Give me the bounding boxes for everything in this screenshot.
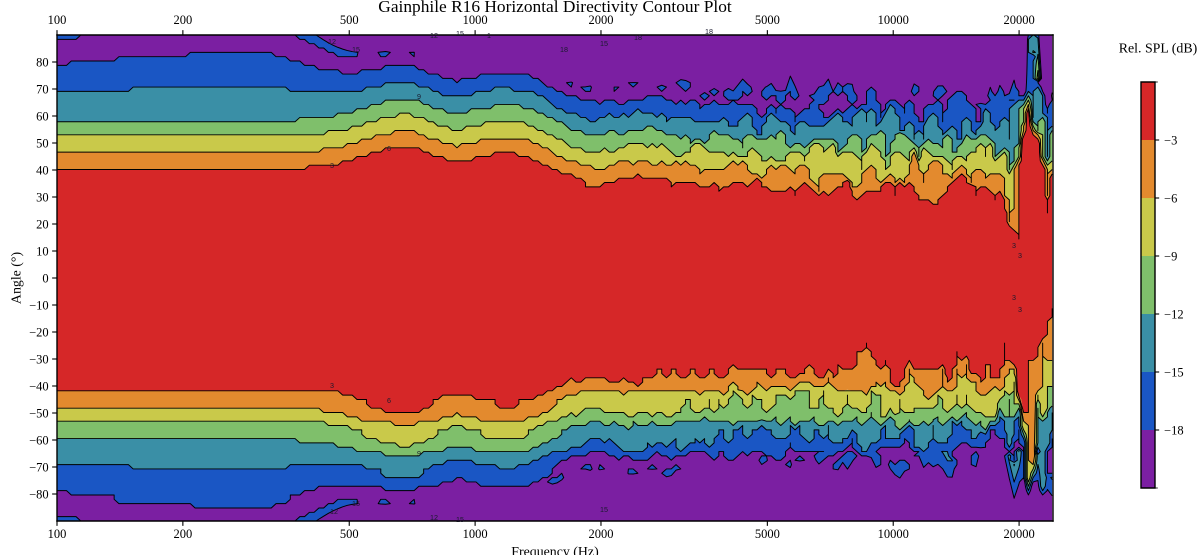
svg-text:200: 200 — [173, 13, 192, 27]
svg-text:Angle (°): Angle (°) — [10, 252, 25, 305]
svg-text:Rel. SPL (dB): Rel. SPL (dB) — [1119, 41, 1198, 56]
svg-text:2000: 2000 — [588, 527, 613, 541]
svg-text:200: 200 — [173, 527, 192, 541]
svg-text:10: 10 — [36, 244, 48, 258]
svg-text:60: 60 — [36, 109, 48, 123]
svg-text:10000: 10000 — [878, 13, 909, 27]
svg-text:−60: −60 — [29, 433, 49, 447]
svg-text:−80: −80 — [29, 487, 49, 501]
svg-text:−12: −12 — [1164, 307, 1184, 321]
svg-text:5000: 5000 — [755, 13, 780, 27]
svg-text:−70: −70 — [29, 460, 49, 474]
svg-text:20000: 20000 — [1003, 527, 1034, 541]
svg-text:100: 100 — [48, 527, 67, 541]
svg-text:40: 40 — [36, 163, 48, 177]
svg-text:−20: −20 — [29, 325, 49, 339]
svg-text:10000: 10000 — [878, 527, 909, 541]
svg-text:−18: −18 — [1164, 423, 1184, 437]
svg-text:500: 500 — [340, 527, 359, 541]
svg-text:70: 70 — [36, 82, 48, 96]
svg-text:1000: 1000 — [463, 527, 488, 541]
svg-text:−9: −9 — [1164, 249, 1177, 263]
svg-text:−10: −10 — [29, 298, 49, 312]
svg-text:−40: −40 — [29, 379, 49, 393]
svg-text:−15: −15 — [1164, 365, 1184, 379]
svg-text:Frequency (Hz): Frequency (Hz) — [511, 545, 599, 555]
svg-text:80: 80 — [36, 55, 48, 69]
svg-text:−50: −50 — [29, 406, 49, 420]
svg-text:20000: 20000 — [1003, 13, 1034, 27]
svg-text:−3: −3 — [1164, 133, 1177, 147]
svg-text:0: 0 — [42, 271, 48, 285]
svg-text:−30: −30 — [29, 352, 49, 366]
svg-text:500: 500 — [340, 13, 359, 27]
svg-text:100: 100 — [48, 13, 67, 27]
svg-text:5000: 5000 — [755, 527, 780, 541]
svg-text:−6: −6 — [1164, 191, 1177, 205]
svg-text:30: 30 — [36, 190, 48, 204]
svg-text:50: 50 — [36, 136, 48, 150]
svg-text:Gainphile R16 Horizontal Direc: Gainphile R16 Horizontal Directivity Con… — [378, 0, 732, 16]
svg-text:20: 20 — [36, 217, 48, 231]
